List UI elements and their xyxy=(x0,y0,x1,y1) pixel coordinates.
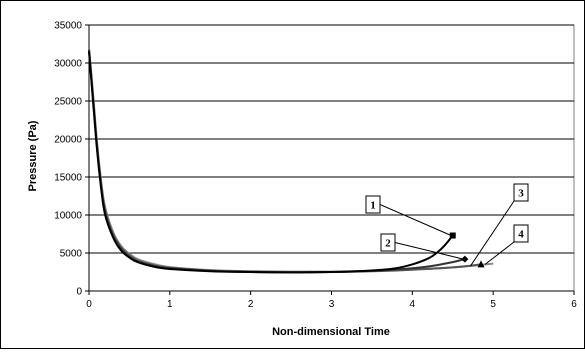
callout-box-4 xyxy=(513,224,529,243)
y-tick-label: 0 xyxy=(76,287,82,298)
y-tick-label: 10000 xyxy=(54,211,82,222)
x-tick-label: 1 xyxy=(167,299,173,310)
callout-label-4: 4 xyxy=(518,229,524,241)
callout-label-1: 1 xyxy=(370,200,376,212)
end-marker-1 xyxy=(449,232,456,239)
y-tick-label: 5000 xyxy=(60,249,83,260)
y-tick-label: 30000 xyxy=(54,59,82,70)
callouts: 1 2 3 4 xyxy=(365,183,529,267)
x-tick-label: 0 xyxy=(86,299,92,310)
callout-label-2: 2 xyxy=(385,238,391,250)
y-axis-title: Pressure (Pa) xyxy=(27,120,39,191)
x-tick-label: 2 xyxy=(248,299,254,310)
callout-box-2 xyxy=(380,233,396,252)
callout-box-1 xyxy=(365,195,381,214)
callout-leader-1 xyxy=(379,204,452,236)
callout-leader-3 xyxy=(470,200,515,267)
x-tick-label: 4 xyxy=(410,299,416,310)
y-tick-label: 35000 xyxy=(54,21,82,32)
end-markers xyxy=(449,232,485,268)
series xyxy=(88,47,494,274)
y-tick-label: 20000 xyxy=(54,135,82,146)
callout-box-3 xyxy=(513,183,529,202)
y-tick-label: 15000 xyxy=(54,173,82,184)
callout-leader-4 xyxy=(484,241,515,265)
x-tick-label: 5 xyxy=(490,299,496,310)
series-line-1 xyxy=(88,51,454,274)
x-tick-label: 6 xyxy=(571,299,577,310)
axes: 0 5000 10000 15000 20000 25000 30000 35000 0 1 2 3 4… xyxy=(54,21,577,311)
x-axis-title: Non-dimensional Time xyxy=(272,326,390,338)
y-tick-label: 25000 xyxy=(54,97,82,108)
end-marker-2 xyxy=(461,255,469,263)
callout-label-3: 3 xyxy=(518,188,524,200)
end-marker-3 xyxy=(477,260,485,268)
x-tick-label: 3 xyxy=(329,299,335,310)
callout-leader-2 xyxy=(394,242,464,260)
